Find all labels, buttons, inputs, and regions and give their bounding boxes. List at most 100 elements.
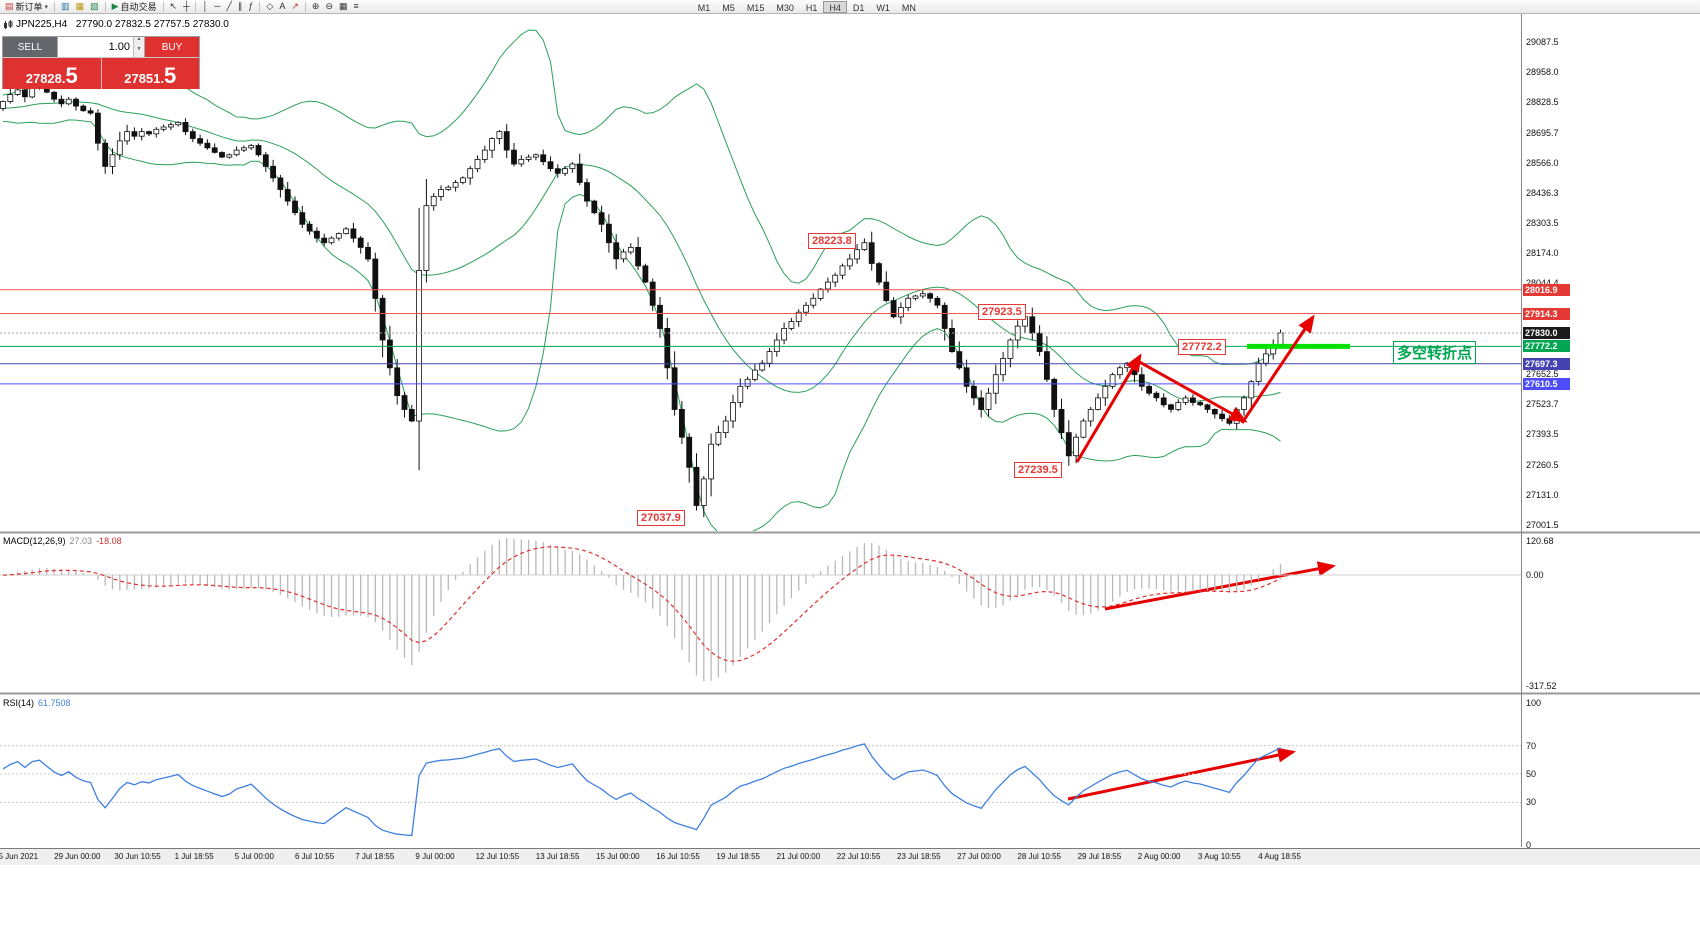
price-annotation-label: 27772.2	[1178, 339, 1226, 355]
vertical-line-tool-icon: │	[202, 1, 209, 11]
price-scale-label: 28828.5	[1526, 96, 1559, 107]
arrow-tool[interactable]: ↗	[288, 1, 302, 13]
scripts-button[interactable]: ▧	[87, 1, 102, 13]
price-scale-label: 27523.7	[1526, 398, 1559, 409]
chart-symbol-title: JPN225,H4 27790.0 27832.5 27757.5 27830.…	[16, 19, 229, 30]
fibonacci-tool-icon: ƒ	[248, 1, 254, 11]
timeframe-h1[interactable]: H1	[805, 2, 818, 13]
time-axis-label: 22 Jul 10:55	[836, 852, 881, 861]
crosshair-tool[interactable]: ┼	[180, 1, 192, 13]
annotation-note: 多空转折点	[1393, 341, 1477, 364]
rsi-scale-label: 100	[1526, 698, 1542, 708]
timeframe-m15[interactable]: M15	[746, 2, 765, 13]
timeframe-w1[interactable]: W1	[876, 2, 890, 13]
indicators-button[interactable]: ≡	[351, 1, 362, 13]
time-axis-label: 23 Jul 18:55	[897, 852, 941, 861]
buy-button[interactable]: BUY	[145, 37, 199, 57]
rsi-scale-label: 0	[1526, 840, 1532, 850]
rsi-scale-label: 50	[1526, 769, 1537, 779]
buy-price-pip: 5	[164, 63, 177, 89]
fibonacci-tool[interactable]: ƒ	[245, 1, 256, 13]
stepper-up-icon[interactable]: ▲	[134, 37, 144, 47]
macd-scale-label: 0.00	[1526, 570, 1544, 580]
macd-indicator	[0, 538, 1521, 682]
toolbar-separator	[304, 1, 306, 12]
time-axis-label: 4 Aug 18:55	[1258, 852, 1301, 861]
price-scale-label: 28436.3	[1526, 187, 1559, 198]
time-axis-label: 27 Jul 00:00	[957, 852, 1001, 861]
timeframe-mn[interactable]: MN	[901, 2, 916, 13]
price-scale-label: 27393.5	[1526, 429, 1559, 440]
timeframe-m5[interactable]: M5	[722, 2, 735, 13]
timeframe-h4[interactable]: H4	[823, 0, 847, 13]
volume-value: 1.00	[108, 41, 130, 53]
charts-button-icon: ▥	[61, 1, 70, 11]
price-scale-label: 27131.0	[1526, 489, 1559, 500]
shapes-tool[interactable]: ◇	[263, 1, 276, 13]
price-scale-label: 27001.5	[1526, 519, 1559, 530]
stepper-down-icon[interactable]: ▼	[134, 47, 144, 57]
cursor-tool[interactable]: ↖	[167, 1, 181, 13]
price-scale-label: 28303.5	[1526, 218, 1559, 229]
buy-price-main: 27851.	[124, 70, 164, 86]
sell-price[interactable]: 27828. 5	[3, 58, 102, 89]
rsi-scale-label: 30	[1526, 797, 1537, 808]
panel-separators[interactable]	[0, 14, 1700, 847]
timeframe-m30[interactable]: M30	[776, 2, 794, 13]
sell-price-pip: 5	[65, 63, 78, 89]
zoom-in-button[interactable]: ⊕	[309, 1, 323, 13]
time-axis-label: 15 Jul 00:00	[596, 852, 640, 861]
rsi-indicator	[0, 743, 1521, 837]
macd-scale-label: -317.52	[1526, 681, 1557, 691]
tile-windows-button-icon: ▦	[339, 1, 348, 11]
price-annotation-label: 28223.8	[808, 233, 856, 249]
autotrading-button[interactable]: ▶ 自动交易	[109, 1, 160, 13]
price-level-badge: 27772.2	[1523, 340, 1570, 353]
macd-indicator-label: MACD(12,26,9) 27.03 -18.08	[3, 536, 122, 546]
time-axis-label: 5 Jul 00:00	[234, 852, 274, 861]
volume-stepper[interactable]: ▲ ▼	[133, 37, 144, 57]
text-tool-icon: A	[279, 1, 286, 11]
timeframe-d1[interactable]: D1	[852, 2, 865, 13]
new-order-button[interactable]: ▤ 新订单 ▾	[2, 1, 51, 13]
price-level-badge: 27830.0	[1523, 327, 1570, 340]
tile-windows-button[interactable]: ▦	[336, 1, 351, 13]
arrow-tool-icon: ↗	[291, 1, 299, 11]
trend-arrows	[1067, 314, 1336, 801]
time-axis-label: 29 Jul 18:55	[1077, 852, 1122, 861]
toolbar-separator	[104, 1, 106, 12]
price-scale-label: 27652.5	[1526, 369, 1559, 380]
timeframe-m1[interactable]: M1	[697, 2, 711, 13]
zoom-out-button[interactable]: ⊖	[322, 1, 336, 13]
price-level-badge: 27610.5	[1523, 377, 1570, 390]
shapes-tool-icon: ◇	[266, 1, 274, 11]
text-tool[interactable]: A	[276, 1, 288, 13]
macd-name: MACD(12,26,9)	[3, 536, 66, 546]
trendline-tool[interactable]: ╱	[223, 1, 234, 13]
horizontal-line-tool[interactable]: ─	[211, 1, 223, 13]
time-axis-label: 21 Jul 00:00	[776, 852, 821, 861]
time-axis-label: 16 Jul 10:55	[656, 852, 700, 861]
time-axis-label: 19 Jul 18:55	[716, 852, 760, 861]
price-scale[interactable]: 29087.5 28958.0 28828.5 28695.7 28566.0 28436…	[1522, 14, 1700, 850]
time-axis-label: 2 Aug 00:00	[1137, 852, 1181, 861]
time-axis[interactable]: 25 Jun 2021 29 Jun 00:00 30 Jun 10:55 1 Jul…	[0, 848, 1700, 865]
trendline-tool-icon: ╱	[226, 1, 232, 11]
sell-button[interactable]: SELL	[3, 37, 57, 57]
crosshair-tool-icon: ┼	[183, 1, 190, 11]
macd-value-signal: -18.08	[96, 536, 122, 546]
charts-button[interactable]: ▥	[58, 1, 73, 13]
toolbar-separator	[54, 1, 56, 12]
price-level-badge: 27697.3	[1523, 357, 1570, 370]
volume-input[interactable]: 1.00 ▲ ▼	[57, 37, 145, 57]
toolbar-separator	[195, 1, 197, 12]
price-scale-label: 28566.0	[1526, 157, 1559, 168]
channel-tool[interactable]: ∥	[235, 1, 246, 13]
vertical-line-tool[interactable]: │	[199, 1, 211, 13]
buy-price[interactable]: 27851. 5	[101, 58, 199, 89]
profiles-button[interactable]: ▦	[73, 1, 88, 13]
price-annotation-label: 27037.9	[637, 510, 685, 526]
price-annotation-label: 27239.5	[1014, 462, 1062, 478]
